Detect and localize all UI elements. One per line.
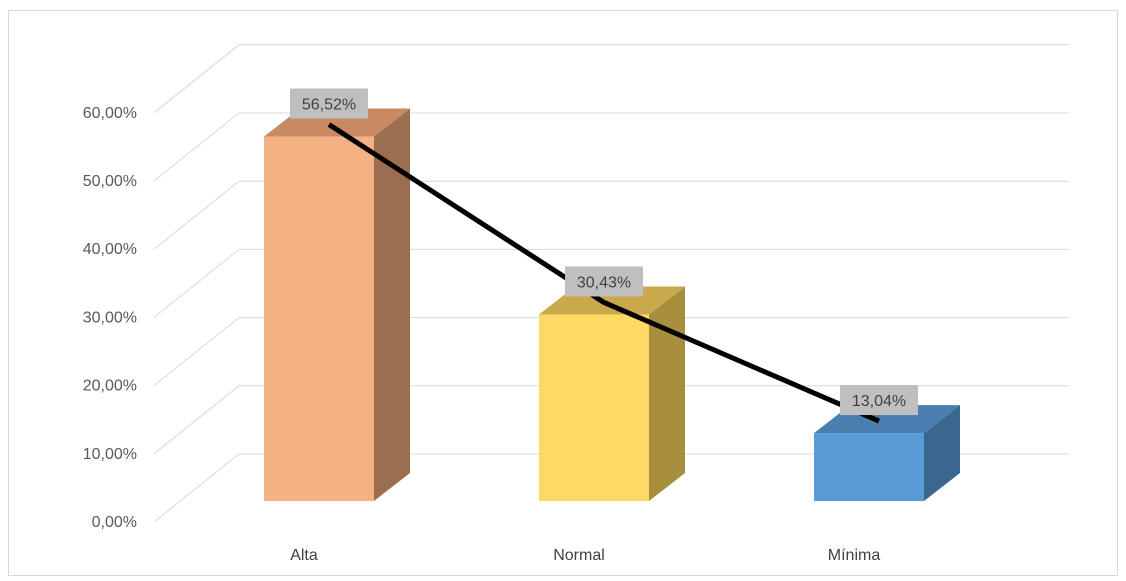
grid-layer — [153, 44, 1069, 523]
bar — [264, 136, 374, 501]
data-label-box — [290, 88, 368, 119]
category-axis: Alta Normal Mínima — [290, 547, 880, 564]
data-label-layer: 56,52% 30,43% 13,04% — [290, 88, 918, 416]
y-tick-label: 10,00% — [83, 446, 137, 463]
y-axis-ticks: 0,00% 10,00% 20,00% 30,00% 40,00% 50,00% 60,00… — [83, 105, 137, 531]
y-tick-label: 20,00% — [83, 378, 137, 395]
gridline — [153, 112, 1069, 182]
category-label: Mínima — [828, 547, 881, 564]
bar-layer — [264, 108, 960, 501]
category-label: Normal — [553, 547, 605, 564]
data-label-box — [565, 266, 643, 297]
gridline — [153, 317, 1069, 386]
data-label: 30,43% — [577, 274, 631, 291]
gridline — [153, 453, 1069, 523]
category-label: Alta — [290, 547, 318, 564]
gridline — [153, 180, 1069, 250]
bar — [814, 433, 924, 501]
data-label: 56,52% — [302, 97, 356, 114]
chart-frame: 0,00% 10,00% 20,00% 30,00% 40,00% 50,00% 60,00… — [8, 10, 1118, 576]
data-label-box — [840, 385, 918, 416]
bar-side — [649, 286, 685, 501]
trend-line — [327, 122, 880, 424]
y-tick-label: 30,00% — [83, 309, 137, 326]
y-tick-label: 0,00% — [92, 514, 137, 531]
bar-chart: 0,00% 10,00% 20,00% 30,00% 40,00% 50,00% 60,00… — [83, 44, 1069, 564]
data-label: 13,04% — [852, 393, 906, 410]
gridline — [153, 248, 1069, 318]
bar-side — [374, 108, 410, 501]
bar-side — [924, 405, 960, 501]
gridline — [153, 44, 1069, 114]
y-tick-label: 50,00% — [83, 173, 137, 190]
trend-line-layer — [327, 122, 880, 424]
y-tick-label: 40,00% — [83, 241, 137, 258]
bar — [539, 314, 649, 501]
y-tick-label: 60,00% — [83, 105, 137, 122]
